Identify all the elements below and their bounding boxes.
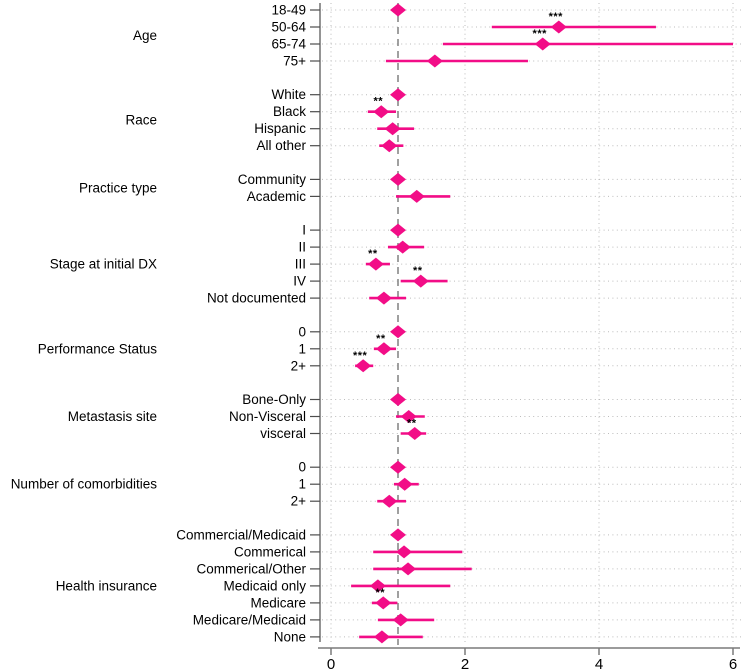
group-label: Practice type	[79, 180, 157, 195]
significance-stars: **	[375, 587, 385, 599]
point-estimate-diamond	[381, 139, 398, 153]
point-estimate-diamond	[390, 223, 406, 237]
point-estimate-diamond	[406, 427, 423, 440]
row-label: visceral	[260, 426, 306, 441]
group-label: Race	[125, 113, 157, 128]
row-label: Medicare	[250, 595, 306, 610]
row-label: White	[271, 87, 306, 102]
point-estimate-diamond	[373, 105, 390, 119]
significance-stars: **	[413, 265, 423, 277]
point-estimate-diamond	[390, 3, 406, 17]
point-estimate-diamond	[390, 325, 406, 339]
point-estimate-diamond	[375, 596, 392, 610]
row-label: Commerical/Other	[196, 561, 306, 576]
point-estimate-diamond	[396, 477, 413, 491]
point-estimate-diamond	[390, 528, 406, 542]
group-label: Age	[133, 28, 157, 43]
point-estimate-diamond	[408, 189, 425, 203]
row-label: Not documented	[207, 291, 306, 306]
row-label: 0	[298, 460, 306, 475]
group-label: Performance Status	[38, 341, 158, 356]
significance-stars: ***	[549, 11, 564, 23]
row-label: Academic	[247, 189, 307, 204]
row-label: All other	[256, 138, 306, 153]
row-label: 50-64	[271, 20, 306, 35]
point-estimate-diamond	[400, 410, 417, 423]
point-estimate-diamond	[369, 579, 386, 593]
point-estimate-diamond	[392, 613, 409, 627]
significance-stars: ***	[533, 28, 548, 40]
row-label: Commercial/Medicaid	[176, 527, 306, 542]
row-label: Medicaid only	[223, 578, 306, 593]
point-estimate-diamond	[390, 172, 406, 186]
point-estimate-diamond	[412, 274, 429, 288]
group-label: Metastasis site	[68, 409, 157, 424]
row-label: Non-Visceral	[229, 409, 306, 424]
significance-stars: **	[373, 96, 383, 108]
row-label: 2+	[291, 494, 307, 509]
point-estimate-diamond	[375, 291, 392, 305]
row-label: II	[298, 240, 306, 255]
point-estimate-diamond	[426, 54, 443, 68]
point-estimate-diamond	[534, 37, 551, 51]
point-estimate-diamond	[355, 359, 372, 373]
row-label: Commerical	[234, 544, 306, 559]
point-estimate-diamond	[367, 257, 384, 271]
significance-stars: **	[368, 248, 378, 260]
significance-stars: **	[407, 418, 417, 430]
point-estimate-diamond	[375, 342, 392, 356]
row-label: 0	[298, 324, 306, 339]
group-label: Stage at initial DX	[50, 257, 157, 272]
point-estimate-diamond	[390, 460, 406, 474]
point-estimate-diamond	[390, 393, 406, 406]
significance-stars: **	[376, 333, 386, 345]
row-label: 1	[298, 341, 306, 356]
row-label: Community	[238, 172, 307, 187]
row-label: Black	[273, 104, 306, 119]
row-label: Medicare/Medicaid	[193, 612, 306, 627]
row-label: Bone-Only	[242, 392, 306, 407]
point-estimate-diamond	[384, 122, 401, 136]
x-tick-label: 2	[461, 656, 469, 669]
x-tick-label: 6	[729, 656, 737, 669]
row-label: 75+	[283, 54, 306, 69]
point-estimate-diamond	[550, 20, 567, 34]
point-estimate-diamond	[396, 545, 413, 559]
point-estimate-diamond	[400, 562, 417, 576]
group-label: Health insurance	[56, 578, 157, 593]
row-label: None	[274, 629, 306, 644]
point-estimate-diamond	[394, 240, 411, 254]
row-label: 2+	[291, 358, 307, 373]
row-label: Hispanic	[254, 121, 306, 136]
group-label: Number of comorbidities	[11, 477, 158, 492]
row-label: 18-49	[271, 3, 306, 18]
row-label: 65-74	[271, 37, 306, 52]
row-label: III	[295, 257, 306, 272]
significance-stars: ***	[353, 350, 368, 362]
point-estimate-diamond	[373, 630, 390, 644]
point-estimate-diamond	[390, 88, 406, 102]
point-estimate-diamond	[381, 494, 398, 508]
row-label: 1	[298, 477, 306, 492]
x-tick-label: 4	[595, 656, 603, 669]
row-label: I	[302, 223, 306, 238]
x-tick-label: 0	[327, 656, 335, 669]
row-label: IV	[293, 274, 306, 289]
